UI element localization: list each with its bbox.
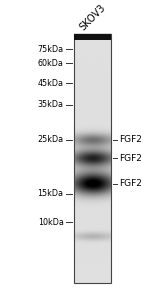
Text: FGF2: FGF2 (119, 179, 142, 188)
Bar (74, 34, 111, 283)
Text: FGF2: FGF2 (119, 154, 142, 163)
Bar (74, 34, 111, 40)
Text: 60kDa: 60kDa (38, 59, 64, 68)
Text: 25kDa: 25kDa (37, 135, 64, 144)
Text: 15kDa: 15kDa (38, 189, 64, 198)
Text: SKOV3: SKOV3 (78, 3, 108, 33)
Text: 45kDa: 45kDa (38, 79, 64, 88)
Text: 35kDa: 35kDa (38, 100, 64, 109)
Text: FGF2: FGF2 (119, 135, 142, 144)
Text: 10kDa: 10kDa (38, 218, 64, 226)
Text: 75kDa: 75kDa (37, 45, 64, 54)
